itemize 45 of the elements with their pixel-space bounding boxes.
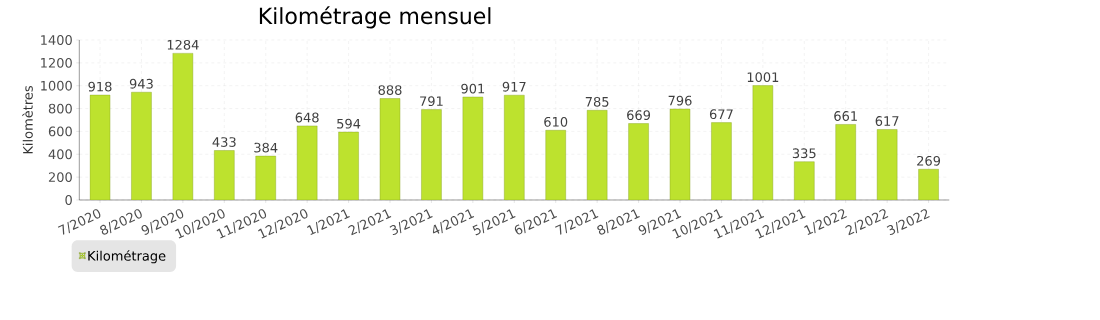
- bar: [835, 124, 856, 200]
- y-tick-label: 0: [65, 195, 72, 205]
- data-label: 796: [668, 95, 692, 106]
- bar: [918, 169, 939, 200]
- data-label: 610: [544, 116, 568, 127]
- data-label: 785: [585, 96, 609, 107]
- data-label: 335: [792, 148, 816, 159]
- data-label: 677: [709, 109, 733, 120]
- y-tick-label: 600: [48, 126, 72, 137]
- y-tick-label: 200: [48, 172, 72, 183]
- bar: [545, 130, 566, 200]
- data-label: 269: [917, 155, 941, 166]
- data-label: 888: [378, 85, 402, 95]
- bar: [504, 94, 525, 200]
- data-label: 384: [254, 142, 278, 153]
- y-tick-label: 400: [48, 149, 72, 160]
- bar: [628, 123, 649, 200]
- data-label: 617: [875, 116, 899, 126]
- data-label: 1001: [747, 72, 779, 83]
- bar: [296, 125, 318, 200]
- y-tick-label: 1400: [41, 35, 72, 45]
- legend-label: Kilométrage: [88, 250, 166, 264]
- bar: [131, 92, 152, 200]
- chart-title: Kilométrage mensuel: [259, 6, 491, 29]
- data-label: 594: [337, 118, 361, 129]
- data-label: 901: [461, 83, 485, 94]
- bar: [711, 122, 732, 200]
- y-tick-label: 1200: [41, 57, 72, 68]
- data-label: 661: [834, 111, 857, 121]
- data-label: 433: [212, 137, 236, 147]
- bar: [794, 161, 815, 200]
- data-label: 943: [129, 78, 153, 89]
- bar: [338, 131, 359, 200]
- bar: [214, 150, 235, 200]
- bar: [421, 109, 442, 200]
- y-tick-label: 800: [48, 103, 72, 114]
- data-label: 1284: [167, 39, 199, 50]
- bar: [255, 155, 276, 200]
- data-label: 791: [420, 96, 443, 107]
- data-label: 648: [295, 112, 319, 123]
- data-label: 918: [88, 81, 112, 92]
- data-label: 917: [502, 81, 526, 92]
- data-label: 669: [627, 110, 651, 121]
- y-axis-title: Kilomètres: [22, 85, 33, 154]
- y-tick-label: 1000: [41, 80, 72, 91]
